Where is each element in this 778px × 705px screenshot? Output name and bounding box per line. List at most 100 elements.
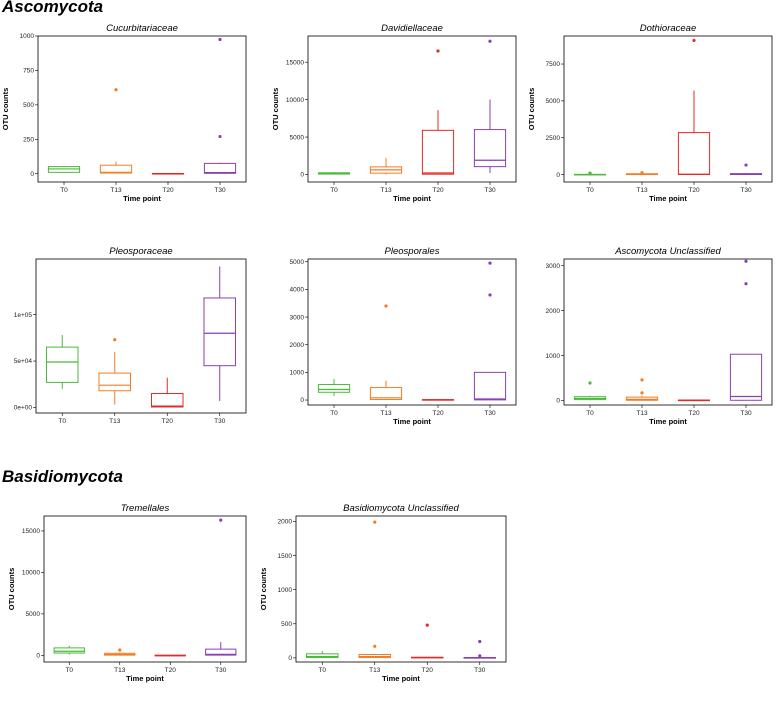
y-tick-label: 15000 [286,59,304,66]
y-tick-label: 1000 [290,370,305,377]
y-tick-label: 2000 [290,342,305,349]
chart-basidiomycota-unclassified: Basidiomycota Unclassified 0 500 1000 1500 20… [259,503,507,683]
plot-frame [35,258,247,414]
x-tick-label: T20 [422,667,434,674]
y-tick-label: 0 [288,655,292,662]
y-tick-label: 5000 [290,259,305,266]
y-tick-label: 10000 [286,97,304,104]
box-iqr [98,372,131,392]
x-axis-label: Time point [393,194,431,203]
y-tick-label: 3000 [546,263,561,270]
x-tick-label: T30 [740,187,752,194]
x-tick-label: T0 [330,187,338,194]
x-axis-label: Time point [649,194,687,203]
x-tick-label: T20 [688,187,700,194]
y-tick-label: 10000 [22,570,40,577]
outlier-point [744,282,748,286]
y-axis-label: OTU counts [7,568,16,611]
box-t20 [677,38,711,175]
outlier-point [640,378,644,382]
x-tick-label: T13 [636,410,648,417]
outlier-point [113,338,117,342]
x-axis-label: Time point [126,674,164,683]
box-iqr [306,653,339,659]
box-t30 [463,639,496,659]
y-axis-label: OTU counts [527,88,536,131]
x-tick-label: T30 [214,187,226,194]
box-iqr [369,387,403,400]
box-t13 [369,304,403,401]
box-t13 [625,170,659,176]
box-t20 [421,399,455,401]
outlier-point [384,304,388,308]
y-tick-label: 0 [30,171,34,178]
outlier-point [692,38,696,43]
x-tick-label: T13 [369,667,381,674]
x-tick-label: T20 [165,667,177,674]
section-title-basidiomycota: Basidiomycota [2,467,123,486]
x-tick-label: T13 [380,187,392,194]
x-tick-label: T20 [688,410,700,417]
x-tick-label: T30 [484,410,496,417]
box-t20 [421,49,455,175]
box-t20 [411,623,444,659]
y-tick-label: 0 [36,653,40,660]
box-t0 [573,171,607,176]
x-tick-label: T13 [110,187,122,194]
chart-title: Davidiellaceae [381,23,443,34]
outlier-point [373,520,377,524]
chart-title: Ascomycota Unclassified [614,246,721,257]
x-tick-label: T30 [740,410,752,417]
box-iqr [625,396,659,401]
outlier-point [640,170,644,175]
y-tick-label: 5e+04 [14,358,33,365]
y-axis-label: OTU counts [271,88,280,131]
y-tick-label: 1000 [20,33,35,40]
box-iqr [473,371,507,401]
y-tick-label: 7500 [546,61,561,68]
box-t13 [369,158,403,175]
chart-davidiellaceae: Davidiellaceae 0 5000 10000 15000 T0 T13 T20 T30… [271,23,517,203]
outlier-point [588,381,592,385]
y-tick-label: 5000 [546,98,561,105]
x-tick-label: T0 [330,410,338,417]
outlier-point [744,259,748,263]
plot-frame [563,35,773,183]
box-iqr [203,297,236,367]
y-tick-label: 1000 [546,353,561,360]
chart-title: Pleosporales [385,246,440,257]
box-t20 [677,399,711,402]
y-tick-label: 2500 [546,135,561,142]
plot-frame [307,258,517,406]
x-tick-label: T20 [432,187,444,194]
y-tick-label: 0 [300,172,304,179]
chart-pleosporaceae: Pleosporaceae 0e+00 5e+04 1e+05 T0 T13 T20 T30 [14,246,247,425]
box-t30 [473,39,507,174]
section-title-ascomycota: Ascomycota [2,0,104,16]
y-tick-label: 0 [300,397,304,404]
x-tick-label: T20 [162,418,174,425]
x-tick-label: T13 [109,418,121,425]
box-iqr [99,164,133,174]
box-iqr [317,384,351,393]
outlier-point [488,261,492,265]
box-t13 [99,88,133,174]
y-tick-label: 4000 [290,287,305,294]
x-tick-label: T0 [586,410,594,417]
chart-title: Cucurbitariaceae [106,23,178,34]
box-t0 [46,335,79,389]
plot-frame [295,515,507,663]
box-t0 [53,645,85,655]
chart-tremellales: Tremellales 0 5000 10000 15000 T0 T13 T20 T30 Tim… [7,503,247,683]
y-tick-label: 2000 [546,308,561,315]
y-tick-label: 1e+05 [14,312,33,319]
box-t0 [47,165,81,173]
x-tick-label: T20 [162,187,174,194]
box-t0 [573,381,607,401]
x-tick-label: T0 [318,667,326,674]
x-tick-label: T13 [114,667,126,674]
outlier-point [118,648,122,652]
x-axis-label: Time point [393,417,431,426]
box-iqr [151,393,184,408]
x-axis-label: Time point [649,417,687,426]
